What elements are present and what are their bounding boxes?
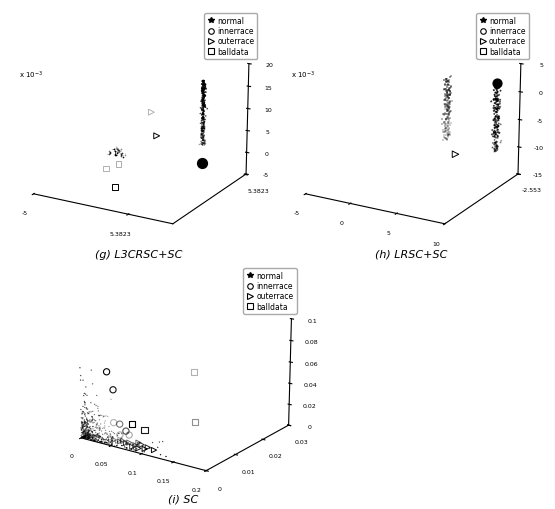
- Legend: normal, innerrace, outerrace, balldata: normal, innerrace, outerrace, balldata: [204, 14, 258, 60]
- Legend: normal, innerrace, outerrace, balldata: normal, innerrace, outerrace, balldata: [244, 268, 296, 314]
- Title: (h) LRSC+SC: (h) LRSC+SC: [375, 249, 447, 260]
- Title: (i) SC: (i) SC: [168, 493, 198, 503]
- Text: x 10$^{-3}$: x 10$^{-3}$: [19, 70, 43, 81]
- Title: (g) L3CRSC+SC: (g) L3CRSC+SC: [95, 249, 183, 260]
- Text: x 10$^{-3}$: x 10$^{-3}$: [291, 70, 315, 81]
- Legend: normal, innerrace, outerrace, balldata: normal, innerrace, outerrace, balldata: [476, 14, 529, 60]
